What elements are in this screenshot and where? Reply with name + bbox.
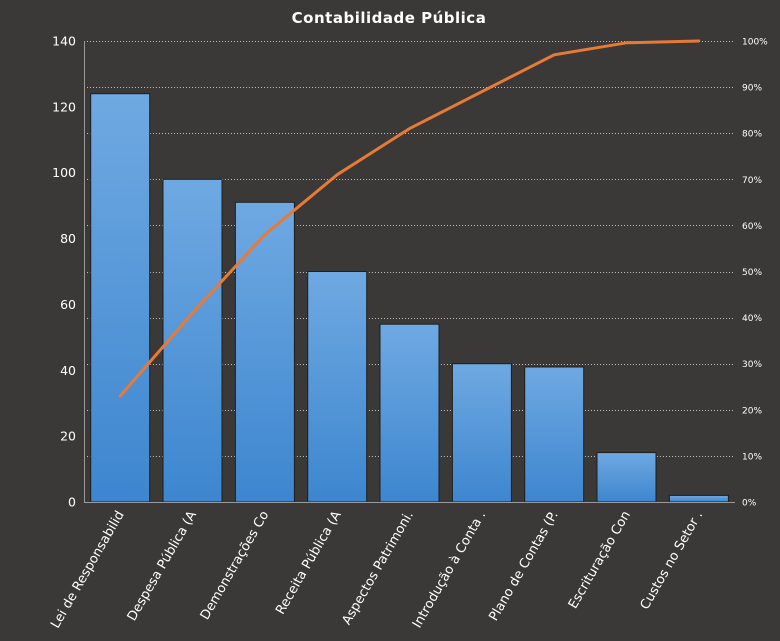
y-tick-label: 80 <box>60 231 76 246</box>
x-tick-label: Receita Pública (A <box>273 508 345 617</box>
bar <box>524 366 585 503</box>
bar <box>307 271 368 503</box>
x-tick-label: Custos no Setor . <box>638 509 707 613</box>
y2-tick-label: 100% <box>742 38 768 48</box>
y2-tick-label: 80% <box>742 130 762 140</box>
y-axis-ticks: 0 20 40 60 80 100 120 140 <box>52 34 76 510</box>
x-tick-label: Demonstrações Co <box>198 508 273 622</box>
y-tick-label: 140 <box>52 34 76 49</box>
y-tick-label: 0 <box>68 495 76 510</box>
bar <box>451 363 512 503</box>
y-tick-label: 60 <box>60 297 76 312</box>
y2-tick-label: 40% <box>742 314 762 324</box>
y2-tick-label: 50% <box>742 268 762 278</box>
y2-axis-ticks: 0% 10% 20% 30% 40% 50% 60% 70% 80% 90% 100% <box>742 38 768 509</box>
x-tick-label: Lei de Responsabilid <box>48 509 127 632</box>
axes <box>84 41 735 503</box>
y-tick-label: 20 <box>60 429 76 444</box>
y2-tick-label: 30% <box>742 360 762 370</box>
bar <box>234 201 295 503</box>
y2-tick-label: 70% <box>742 176 762 186</box>
x-tick-label: Despesa Pública (A <box>125 508 200 623</box>
x-tick-label: Aspectos Patrimoni. <box>340 509 417 628</box>
bar <box>596 452 657 503</box>
y2-tick-label: 90% <box>742 84 762 94</box>
y2-tick-label: 0% <box>742 499 757 509</box>
y-tick-label: 100 <box>52 165 76 180</box>
bar <box>668 494 729 503</box>
y-tick-label: 120 <box>52 99 76 114</box>
y2-tick-label: 20% <box>742 406 762 416</box>
x-tick-label: Escrituração Con <box>566 509 634 612</box>
bars <box>90 93 729 503</box>
y2-tick-label: 60% <box>742 222 762 232</box>
x-tick-label: Introdução à Conta . <box>410 509 489 631</box>
bar <box>162 178 223 503</box>
y2-tick-label: 10% <box>742 452 762 462</box>
bar <box>90 93 151 503</box>
x-tick-label: Plano de Contas (P. <box>486 509 561 624</box>
chart-title: Contabilidade Pública <box>292 9 487 27</box>
cumulative-percent-line <box>118 39 701 398</box>
cumulative-line <box>118 39 701 398</box>
bar <box>379 323 440 503</box>
y-tick-label: 40 <box>60 363 76 378</box>
